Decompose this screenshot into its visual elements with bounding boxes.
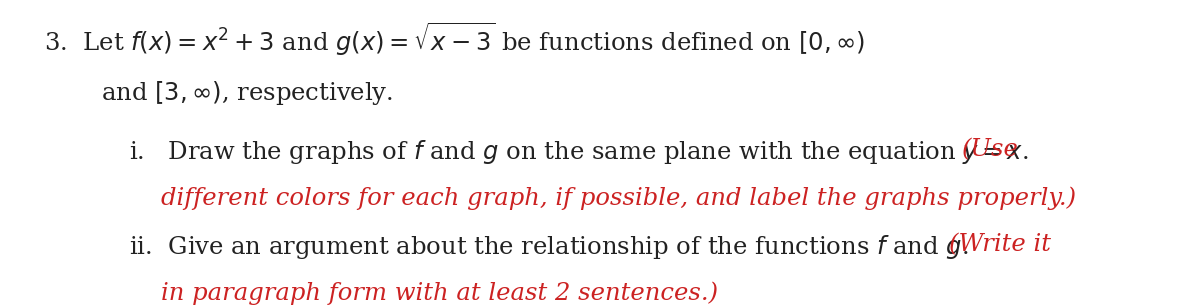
Text: 3.  Let $f(x) = x^2 + 3$ and $g(x) = \sqrt{x-3}$ be functions defined on $[0, \i: 3. Let $f(x) = x^2 + 3$ and $g(x) = \sqr…	[43, 21, 865, 58]
Text: in paragraph form with at least 2 sentences.): in paragraph form with at least 2 senten…	[161, 282, 719, 305]
Text: different colors for each graph, if possible, and label the graphs properly.): different colors for each graph, if poss…	[161, 187, 1076, 211]
Text: (Write it: (Write it	[949, 233, 1051, 256]
Text: (Use: (Use	[962, 138, 1019, 161]
Text: and $[3, \infty)$, respectively.: and $[3, \infty)$, respectively.	[101, 80, 394, 107]
Text: ii.  Give an argument about the relationship of the functions $f$ and $g$.: ii. Give an argument about the relations…	[130, 233, 979, 261]
Text: i.   Draw the graphs of $f$ and $g$ on the same plane with the equation $y = x$.: i. Draw the graphs of $f$ and $g$ on the…	[130, 138, 1039, 166]
